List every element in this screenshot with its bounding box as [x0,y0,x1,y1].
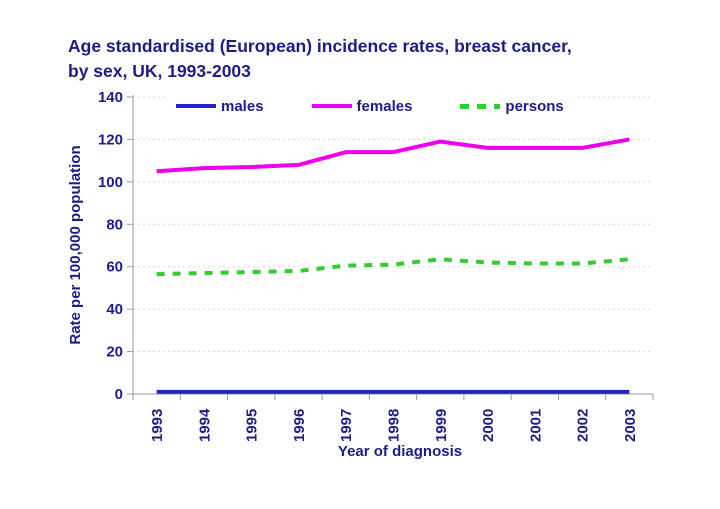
legend: males females persons [166,90,574,122]
x-tick-label: 1993 [149,409,166,442]
y-tick-label: 20 [106,344,123,361]
legend-label-persons: persons [505,97,564,115]
x-tick-label: 2001 [527,409,544,442]
y-axis-title: Rate per 100,000 population [67,145,84,345]
females-line-swatch [311,104,352,108]
x-tick-label: 2002 [575,409,592,442]
legend-item-females: females [311,97,413,115]
persons-line-swatch [460,103,501,109]
x-axis-title: Year of diagnosis [337,443,463,460]
series-line-females [156,137,630,174]
legend-label-females: females [356,97,413,115]
x-tick-label: 1994 [196,408,213,442]
legend-label-males: males [221,97,264,115]
chart-title-line1: Age standardised (European) incidence ra… [68,36,572,56]
x-tick-label: 1996 [291,409,308,442]
x-tick-label: 1997 [338,409,355,442]
x-tick-label: 1995 [244,409,261,442]
chart-title-line2: by sex, UK, 1993-2003 [68,61,251,81]
y-tick-label: 60 [106,259,123,276]
x-tick-label: 2003 [622,409,639,442]
y-tick-label: 120 [98,131,123,148]
y-tick-label: 80 [106,216,123,233]
y-tick-label: 0 [115,386,123,403]
legend-item-males: males [176,98,264,115]
y-tick-label: 40 [106,301,123,318]
y-tick-label: 140 [98,89,123,106]
x-tick-label: 2000 [480,409,497,442]
y-tick-label: 100 [98,174,123,191]
males-line-swatch [176,104,216,108]
x-tick-label: 1999 [433,409,450,442]
legend-item-persons: persons [460,97,564,115]
x-tick-label: 1998 [386,409,403,442]
chart-title: Age standardised (European) incidence ra… [68,34,688,84]
